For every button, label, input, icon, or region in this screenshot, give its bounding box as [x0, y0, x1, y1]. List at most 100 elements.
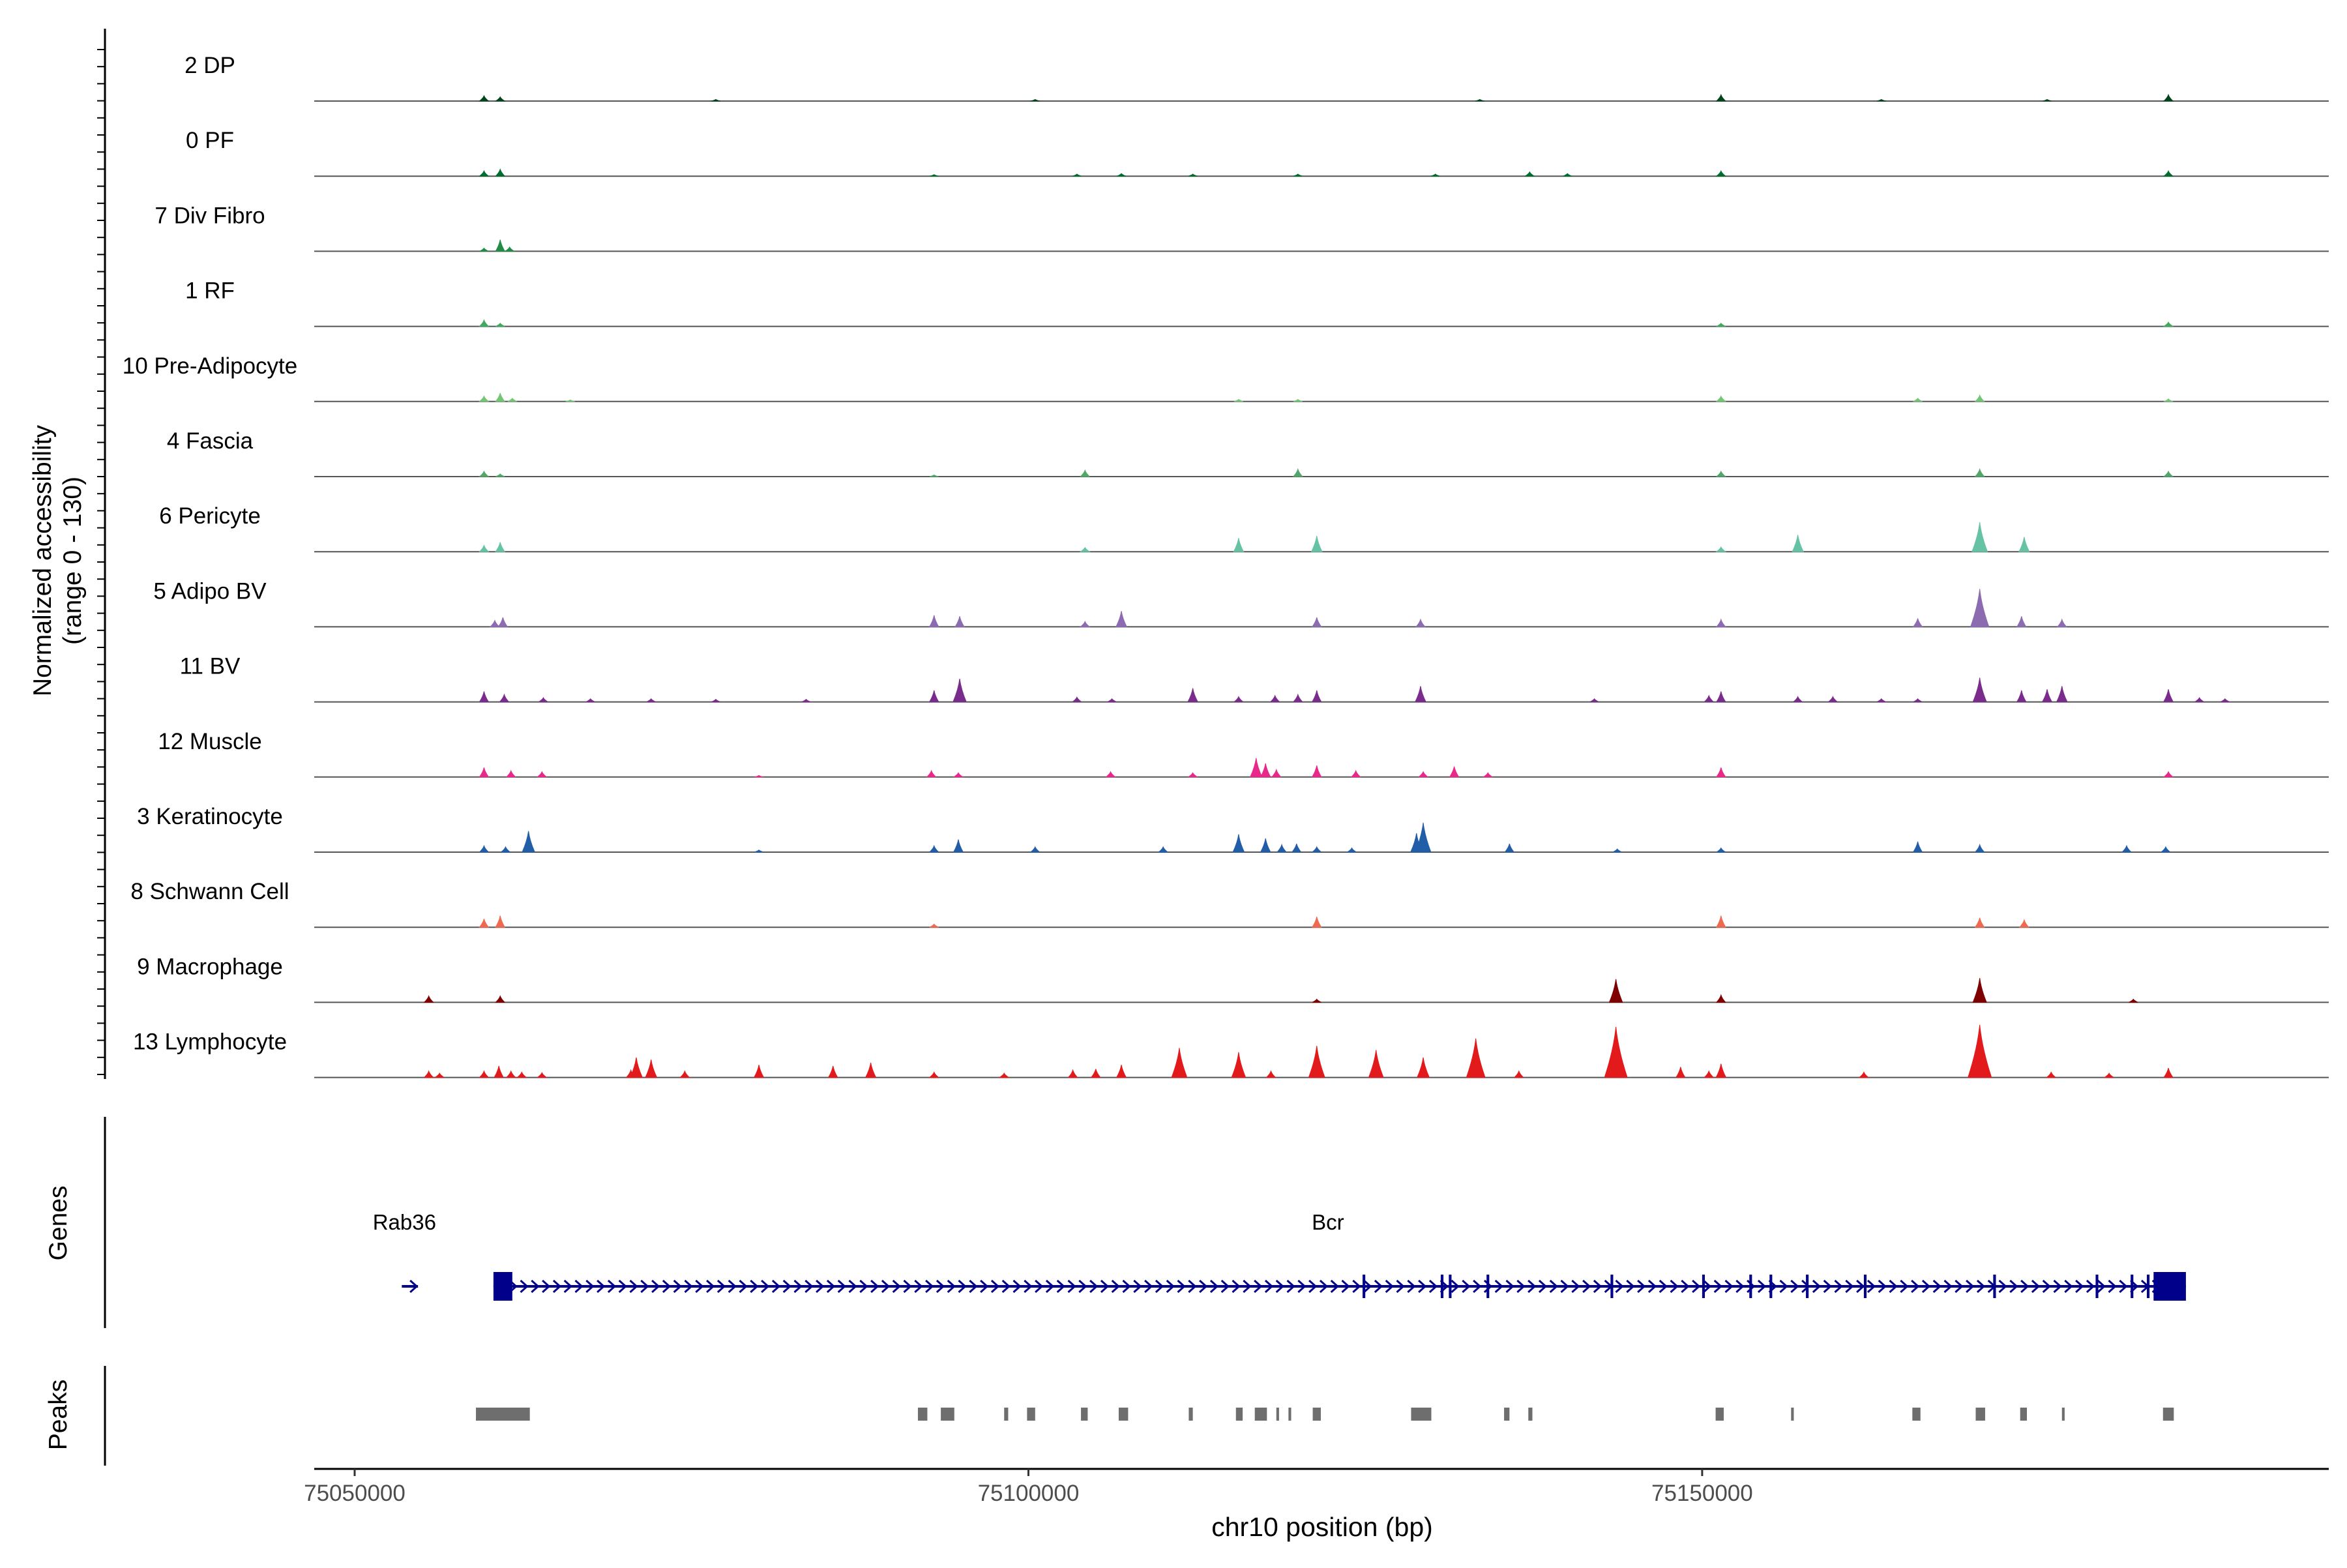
peak-region	[1288, 1408, 1292, 1421]
strand-arrow-icon	[2119, 1279, 2128, 1294]
coverage-peak	[2103, 1072, 2115, 1078]
coverage-peak	[1115, 1065, 1127, 1078]
strand-arrow-icon	[640, 1279, 649, 1294]
strand-arrow-icon	[1670, 1279, 1679, 1294]
strand-arrow-icon	[1308, 1279, 1318, 1294]
peak-region	[1081, 1408, 1088, 1421]
track-label: 6 Pericyte	[159, 503, 261, 529]
coverage-peak	[1466, 1038, 1486, 1078]
coverage-peak	[495, 239, 506, 252]
coverage-track: 5 Adipo BV	[153, 578, 2329, 628]
peak-region	[1004, 1408, 1009, 1421]
strand-arrow-icon	[1790, 1279, 1799, 1294]
coverage-peak	[1171, 1048, 1188, 1078]
strand-arrow-icon	[870, 1279, 879, 1294]
coverage-peak	[516, 1071, 527, 1078]
coverage-peak	[1912, 618, 1923, 627]
strand-arrow-icon	[1549, 1279, 1558, 1294]
coverage-peak	[1912, 841, 1923, 853]
coverage-peak	[827, 1065, 838, 1078]
coverage-peak	[494, 1065, 505, 1078]
peak-region	[1118, 1408, 1129, 1421]
strand-arrow-icon	[531, 1279, 540, 1294]
coverage-peak	[1292, 467, 1303, 477]
strand-arrow-icon	[1779, 1279, 1788, 1294]
coverage-peak	[928, 615, 939, 627]
strand-arrow-icon	[1451, 1279, 1460, 1294]
strand-arrow-icon	[1209, 1279, 1219, 1294]
coverage-peak	[1703, 694, 1715, 703]
genes-ylabel: Genes	[44, 1186, 72, 1261]
strand-arrow-icon	[1659, 1279, 1668, 1294]
strand-arrow-icon	[1363, 1279, 1372, 1294]
strand-arrow-icon	[958, 1279, 967, 1294]
coverage-track: 10 Pre-Adipocyte	[123, 353, 2329, 402]
peak-region	[1912, 1408, 1921, 1421]
strand-arrow-icon	[1100, 1279, 1110, 1294]
peaks-ylabel: Peaks	[44, 1380, 72, 1450]
track-label: 2 DP	[185, 53, 235, 78]
strand-arrow-icon	[1462, 1279, 1471, 1294]
strand-arrow-icon	[684, 1279, 693, 1294]
strand-arrow-icon	[1144, 1279, 1153, 1294]
coverage-peak	[1071, 696, 1083, 703]
coverage-peak	[478, 395, 490, 402]
peak-region	[1276, 1408, 1279, 1421]
strand-arrow-icon	[1823, 1279, 1832, 1294]
strand-arrow-icon	[1418, 1279, 1427, 1294]
peak-region	[1235, 1408, 1243, 1421]
strand-arrow-icon	[1943, 1279, 1953, 1294]
gene-label: Rab36	[373, 1210, 436, 1234]
strand-arrow-icon	[947, 1279, 956, 1294]
strand-arrow-icon	[1966, 1279, 1975, 1294]
coverage-peak	[1974, 394, 1985, 402]
gene-exon	[1702, 1275, 1705, 1298]
coverage-track: 13 Lymphocyte	[133, 1024, 2329, 1078]
gene-exon	[1993, 1275, 1996, 1298]
coverage-peak	[1233, 398, 1244, 402]
coverage-peak	[585, 698, 595, 703]
coverage-peak	[1715, 93, 1727, 102]
strand-arrow-icon	[782, 1279, 791, 1294]
coverage-peak	[1504, 843, 1515, 853]
coverage-peak	[479, 544, 490, 552]
strand-arrow-icon	[1516, 1279, 1526, 1294]
strand-arrow-icon	[1089, 1279, 1099, 1294]
coverage-peak	[1792, 535, 1804, 552]
coverage-peak	[929, 923, 939, 928]
track-label: 7 Div Fibro	[155, 203, 265, 228]
strand-arrow-icon	[1757, 1279, 1767, 1294]
coverage-peak	[1858, 1071, 1870, 1078]
x-axis: 75050000 75100000 75150000	[304, 1468, 2329, 1506]
strand-arrow-icon	[1407, 1279, 1416, 1294]
gene-exon	[1363, 1275, 1366, 1298]
coverage-peak	[1231, 1052, 1247, 1078]
strand-arrow-icon	[936, 1279, 945, 1294]
strand-arrow-icon	[1035, 1279, 1044, 1294]
coverage-peak	[1913, 698, 1923, 703]
coverage-peak	[479, 767, 490, 778]
coverage-peak	[478, 470, 490, 477]
gene-exon	[1440, 1275, 1444, 1298]
coverage-peak	[928, 844, 940, 853]
strand-arrow-icon	[1297, 1279, 1306, 1294]
peak-region	[1027, 1408, 1035, 1421]
gene-exon	[1449, 1275, 1452, 1298]
coverage-peak	[1563, 173, 1572, 177]
x-tick-label: 75100000	[978, 1481, 1080, 1506]
strand-arrow-icon	[1998, 1279, 2007, 1294]
coverage-peak	[522, 831, 535, 853]
gene-exon	[2153, 1272, 2186, 1301]
strand-arrow-icon	[1024, 1279, 1033, 1294]
peak-region	[1254, 1408, 1267, 1421]
x-tick-label: 75050000	[304, 1481, 406, 1506]
coverage-peak	[495, 322, 505, 327]
strand-arrow-icon	[1243, 1279, 1252, 1294]
x-tick-label: 75150000	[1651, 1481, 1753, 1506]
coverage-peak	[2160, 846, 2172, 853]
coverage-peak	[754, 850, 764, 853]
coverage-peak	[1972, 978, 1987, 1003]
strand-arrow-icon	[1232, 1279, 1241, 1294]
